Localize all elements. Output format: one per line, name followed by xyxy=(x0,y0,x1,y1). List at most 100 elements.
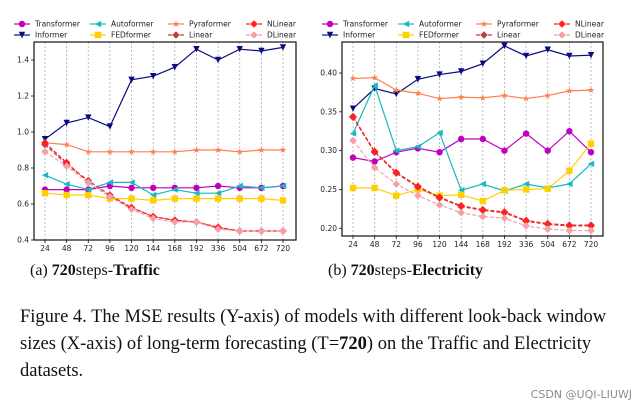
data-point-dlinear xyxy=(500,214,509,222)
data-point-fedformer xyxy=(479,197,487,205)
series-line-autoformer xyxy=(352,83,592,192)
legend-label: NLinear xyxy=(267,20,297,29)
series-line-dlinear xyxy=(352,140,591,232)
data-point-informer xyxy=(566,52,573,60)
subcaption-dataset: Electricity xyxy=(411,262,484,279)
legend-item-nlinear: NLinear xyxy=(246,20,297,29)
legend-marker-icon xyxy=(480,20,488,27)
legend-marker-icon xyxy=(18,31,26,39)
x-tick-label: 48 xyxy=(62,244,72,253)
legend-marker-icon xyxy=(402,20,410,28)
data-point-dlinear xyxy=(149,214,157,223)
subcaption-electricity: (b) 720steps-Electricity xyxy=(328,262,483,280)
data-point-pyraformer xyxy=(392,86,400,94)
data-point-fedformer xyxy=(128,195,135,202)
data-point-autoformer xyxy=(63,181,70,188)
data-point-transformer xyxy=(457,135,465,143)
data-point-pyraformer xyxy=(544,91,552,99)
y-tick-label: 0.6 xyxy=(17,200,29,209)
x-tick-label: 96 xyxy=(105,244,115,253)
data-point-autoformer xyxy=(587,160,595,168)
data-point-autoformer xyxy=(393,147,400,154)
data-point-fedformer xyxy=(41,190,49,197)
data-point-dlinear xyxy=(435,201,444,209)
data-point-transformer xyxy=(349,154,357,161)
y-tick-label: 0.20 xyxy=(320,224,337,233)
legend-item-informer: Informer xyxy=(322,31,376,40)
legend-marker-icon xyxy=(94,31,102,39)
data-point-informer xyxy=(171,64,179,71)
x-tick-label: 24 xyxy=(40,244,50,253)
data-point-pyraformer xyxy=(257,146,265,153)
legend-marker-icon xyxy=(558,31,566,39)
data-point-informer xyxy=(587,51,595,59)
subcaption-dataset: Traffic xyxy=(113,262,160,279)
data-point-informer xyxy=(236,46,243,53)
data-point-autoformer xyxy=(436,129,443,136)
data-point-pyraformer xyxy=(171,148,179,155)
data-point-autoformer xyxy=(149,191,157,199)
legend-marker-icon xyxy=(250,20,258,28)
data-point-fedformer xyxy=(149,197,157,204)
data-point-dlinear xyxy=(522,222,530,230)
data-point-nlinear xyxy=(392,168,401,177)
legend-item-informer: Informer xyxy=(14,31,68,40)
data-point-pyraformer xyxy=(149,148,157,155)
data-point-fedformer xyxy=(587,140,595,147)
data-point-pyraformer xyxy=(457,93,465,101)
data-point-dlinear xyxy=(84,178,93,187)
data-point-autoformer xyxy=(566,180,573,188)
data-point-pyraformer xyxy=(414,89,422,97)
data-point-dlinear xyxy=(257,227,266,235)
data-point-dlinear xyxy=(457,208,465,217)
data-point-pyraformer xyxy=(479,94,487,101)
data-point-pyraformer xyxy=(436,95,443,102)
data-point-informer xyxy=(258,47,265,55)
y-tick-label: 0.4 xyxy=(17,236,29,245)
figure-caption: Figure 4. The MSE results (Y-axis) of mo… xyxy=(20,304,620,385)
data-point-dlinear xyxy=(565,226,574,235)
data-point-nlinear xyxy=(41,139,49,147)
data-point-fedformer xyxy=(371,184,378,192)
data-point-pyraformer xyxy=(565,87,573,94)
y-tick-label: 1.0 xyxy=(17,128,29,137)
data-point-dlinear xyxy=(192,218,201,226)
subcaption-traffic: (a) 720steps-Traffic xyxy=(30,262,160,280)
x-tick-label: 168 xyxy=(476,240,491,249)
data-point-autoformer xyxy=(106,179,114,186)
axes-frame xyxy=(33,41,297,241)
series-line-transformer xyxy=(352,130,592,163)
data-point-informer xyxy=(414,76,422,83)
data-point-informer xyxy=(457,68,465,75)
x-tick-label: 48 xyxy=(370,240,380,249)
legend-marker-icon xyxy=(172,31,180,39)
x-tick-label: 120 xyxy=(124,244,139,253)
x-tick-label: 24 xyxy=(348,240,358,249)
data-point-transformer xyxy=(436,148,443,156)
legend-item-linear: Linear xyxy=(168,31,213,40)
legend-item-dlinear: DLinear xyxy=(246,31,297,40)
data-point-pyraformer xyxy=(63,141,71,148)
legend-label: Autoformer xyxy=(111,20,155,29)
series-line-autoformer xyxy=(44,174,284,196)
data-point-informer xyxy=(128,76,135,83)
data-point-dlinear xyxy=(235,227,244,235)
x-tick-label: 72 xyxy=(83,244,93,253)
data-point-fedformer xyxy=(63,191,70,199)
legend-label: NLinear xyxy=(575,20,605,29)
data-point-pyraformer xyxy=(587,86,595,94)
data-point-dlinear xyxy=(41,148,49,156)
data-point-fedformer xyxy=(457,191,465,199)
legend-label: FEDformer xyxy=(419,31,460,40)
legend-label: Autoformer xyxy=(419,20,463,29)
data-point-pyraformer xyxy=(501,91,508,99)
data-point-autoformer xyxy=(414,143,422,150)
data-point-nlinear xyxy=(349,112,357,121)
data-point-nlinear xyxy=(435,193,444,201)
data-point-nlinear xyxy=(587,221,595,229)
data-point-dlinear xyxy=(414,191,422,200)
data-point-dlinear xyxy=(479,212,487,221)
data-point-transformer xyxy=(501,147,508,154)
data-point-nlinear xyxy=(565,221,574,229)
x-tick-label: 336 xyxy=(211,244,226,253)
